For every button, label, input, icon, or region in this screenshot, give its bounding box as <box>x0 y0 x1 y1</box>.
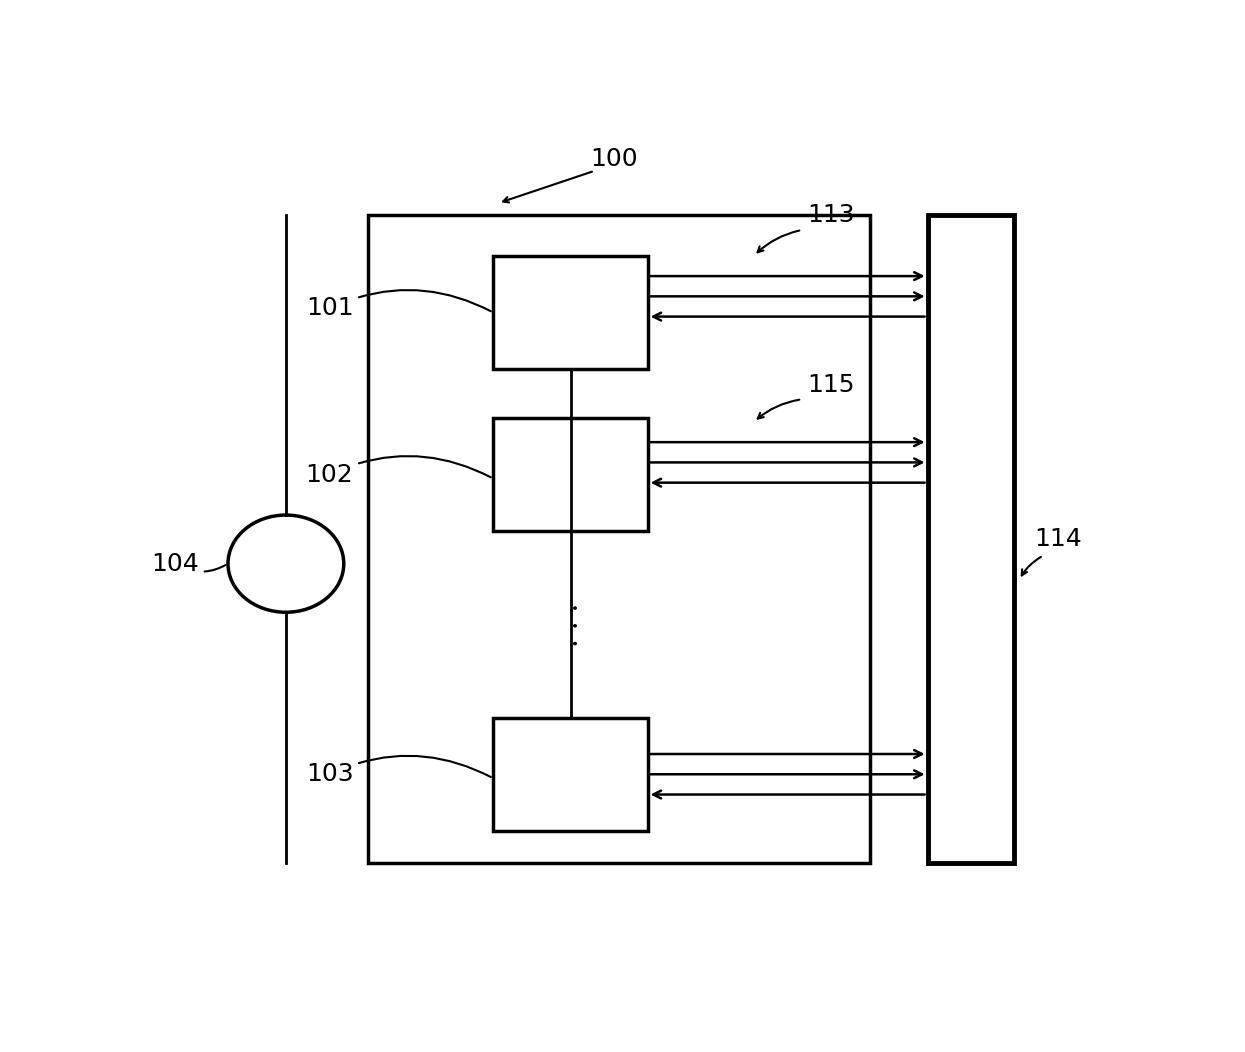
Text: 100: 100 <box>590 146 637 170</box>
Text: 113: 113 <box>807 203 855 227</box>
Bar <box>928 216 1015 864</box>
Text: 101: 101 <box>306 290 491 321</box>
Text: 102: 102 <box>306 457 491 487</box>
Bar <box>369 216 870 864</box>
Circle shape <box>228 515 344 612</box>
Text: 104: 104 <box>152 551 225 575</box>
Bar <box>493 418 647 531</box>
Text: 114: 114 <box>1033 527 1082 551</box>
Text: . . .: . . . <box>557 602 584 647</box>
Bar <box>493 717 647 831</box>
Bar <box>493 256 647 369</box>
Text: 115: 115 <box>807 373 855 398</box>
Text: 103: 103 <box>306 755 491 786</box>
